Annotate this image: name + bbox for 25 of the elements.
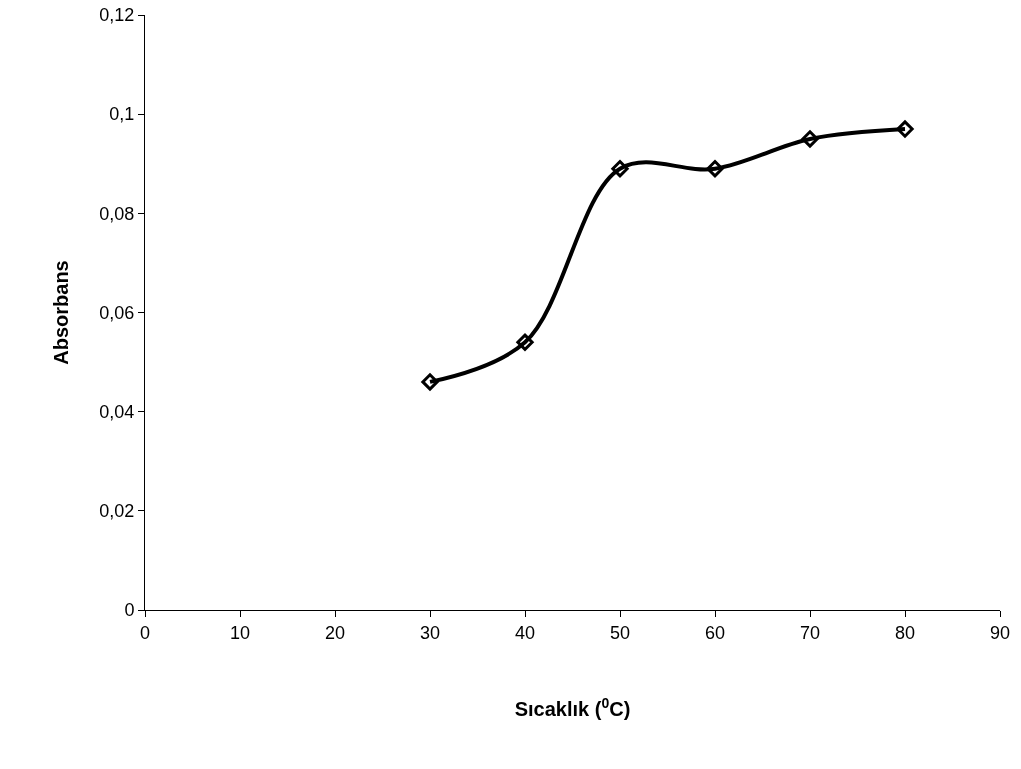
y-axis-title: Absorbans (49, 260, 72, 365)
point (896, 120, 914, 138)
point (421, 373, 439, 391)
y-tick-label: 0,02 (99, 501, 135, 522)
x-tick-label: 30 (419, 622, 441, 643)
x-tick-label: 80 (894, 622, 916, 643)
y-tick-label: 0,08 (99, 203, 135, 224)
x-tick-label: 70 (799, 622, 821, 643)
x-tick-label: 10 (229, 622, 251, 643)
x-tick-label: 20 (324, 622, 346, 643)
point (516, 333, 534, 351)
x-tick-label: 60 (704, 622, 726, 643)
x-tick-label: 0 (139, 622, 151, 643)
y-tick-label: 0 (124, 600, 135, 621)
y-tick-label: 0,04 (99, 401, 135, 422)
point (801, 130, 819, 148)
y-tick-label: 0,12 (99, 5, 135, 26)
y-tick-label: 0,06 (99, 302, 135, 323)
x-tick-label: 50 (609, 622, 631, 643)
y-tick-label: 0,1 (109, 104, 135, 125)
x-axis-title: Sıcaklık ($^{0}$C) (514, 694, 631, 721)
point (611, 160, 629, 178)
x-tick-label: 40 (514, 622, 536, 643)
point (706, 160, 724, 178)
x-tick-label: 90 (989, 622, 1011, 643)
